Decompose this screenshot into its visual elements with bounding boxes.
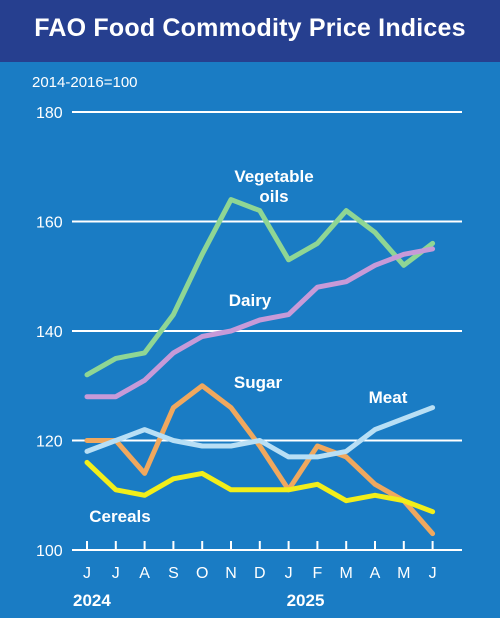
year-label: 2024	[73, 591, 111, 610]
y-tick-label: 100	[36, 543, 63, 560]
series-label-sugar: Sugar	[234, 373, 283, 392]
series-label-vegetable-oils: oils	[259, 187, 288, 206]
series-label-meat: Meat	[369, 388, 408, 407]
base-period-note: 2014-2016=100	[32, 74, 138, 91]
x-tick-label: M	[340, 565, 353, 582]
x-tick-label: J	[83, 565, 91, 582]
y-tick-label: 160	[36, 215, 63, 232]
x-tick-label: D	[254, 565, 266, 582]
title-bar: FAO Food Commodity Price Indices	[0, 0, 500, 62]
year-label: 2025	[287, 591, 325, 610]
series-line-meat	[84, 405, 436, 460]
x-tick-label: F	[313, 565, 323, 582]
x-tick-label: J	[112, 565, 120, 582]
y-tick-label: 180	[36, 105, 63, 122]
series-line-sugar	[84, 383, 436, 537]
series-label-cereals: Cereals	[89, 507, 150, 526]
series-line-cereals	[84, 459, 436, 515]
series-line-vegetable-oils	[84, 197, 436, 378]
x-tick-label: S	[168, 565, 179, 582]
x-tick-label: M	[397, 565, 410, 582]
x-tick-label: J	[285, 565, 293, 582]
series-label-vegetable-oils: Vegetable	[234, 167, 313, 186]
y-tick-label: 140	[36, 324, 63, 341]
x-tick-label: O	[196, 565, 208, 582]
series-label-dairy: Dairy	[229, 291, 272, 310]
x-tick-label: J	[429, 565, 437, 582]
chart-title: FAO Food Commodity Price Indices	[34, 14, 466, 42]
x-tick-label: A	[139, 565, 150, 582]
series-line-dairy	[84, 246, 436, 400]
x-tick-label: A	[370, 565, 381, 582]
y-tick-label: 120	[36, 434, 63, 451]
x-tick-label: N	[225, 565, 237, 582]
